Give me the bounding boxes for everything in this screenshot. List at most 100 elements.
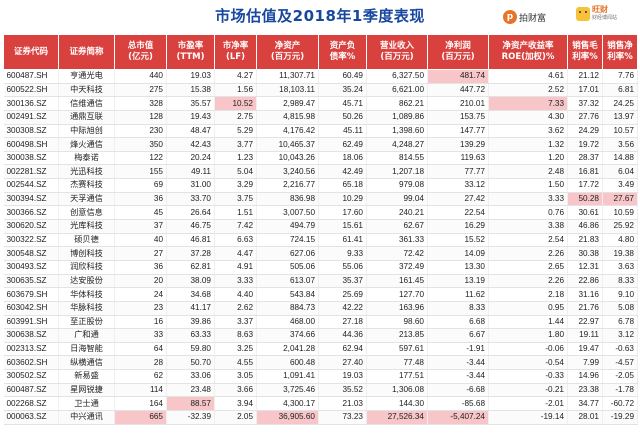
value-cell: 161.45: [366, 274, 428, 289]
value-cell: 213.85: [366, 328, 428, 343]
value-cell: 20.24: [166, 151, 215, 166]
value-cell: 155: [114, 164, 167, 180]
value-cell: 22.54: [427, 205, 489, 221]
column-header: 证券代码: [3, 34, 59, 70]
value-cell: 6.78: [602, 315, 638, 330]
wangcai-face-icon: [576, 7, 590, 21]
value-cell: 177.51: [366, 369, 428, 384]
value-cell: 35.57: [166, 96, 215, 111]
column-header-line: ROE(加权)%: [501, 52, 555, 62]
value-cell: 36: [114, 192, 167, 207]
stock-name-cell: 创意信息: [58, 205, 115, 221]
value-cell: 50.26: [318, 110, 367, 125]
value-cell: 3.66: [214, 383, 257, 398]
column-header: 净利润 (百万元): [427, 34, 489, 70]
value-cell: 1.51: [214, 205, 257, 221]
value-cell: -60.72: [602, 396, 638, 412]
value-cell: 26.64: [166, 205, 215, 221]
table-header-row: 证券代码 证券简称 总市值 (亿元) 市盈率 (TTM) 市净率 (LF) 净资产 (百万元) 资产…: [3, 34, 638, 70]
value-cell: 49.11: [166, 164, 215, 180]
stock-name-cell: 华脉科技: [58, 301, 115, 316]
value-cell: 724.15: [256, 233, 319, 248]
value-cell: 27: [114, 246, 167, 261]
table-row: 600498.SH 烽火通信 350 42.43 3.77 10,465.37 62.49 4…: [3, 137, 638, 152]
value-cell: 6.81: [602, 83, 638, 98]
value-cell: 372.49: [366, 260, 428, 275]
stock-code-cell: 002281.SZ: [3, 164, 59, 180]
value-cell: 8.33: [602, 274, 638, 289]
value-cell: 2,216.77: [256, 178, 319, 193]
value-cell: 230: [114, 124, 167, 139]
value-cell: 1.20: [488, 151, 568, 166]
value-cell: 10,043.26: [256, 151, 319, 166]
value-cell: 4,248.27: [366, 137, 428, 152]
value-cell: 1,398.60: [366, 124, 428, 139]
value-cell: 3.29: [214, 178, 257, 193]
value-cell: 62.81: [166, 260, 215, 275]
value-cell: 14.09: [427, 246, 489, 261]
value-cell: 21.76: [567, 301, 603, 316]
value-cell: 6.68: [427, 315, 489, 330]
column-header-line: 净资产: [274, 41, 301, 51]
value-cell: 11.62: [427, 287, 489, 302]
stock-code-cell: 600487.SH: [3, 69, 59, 84]
column-header: 销售毛 利率%: [567, 34, 603, 70]
value-cell: 22.97: [567, 315, 603, 330]
column-header-line: (百万元): [270, 52, 305, 62]
value-cell: 3.25: [214, 342, 257, 357]
value-cell: 34.68: [166, 287, 215, 302]
value-cell: 3,240.56: [256, 164, 319, 180]
value-cell: 2.18: [488, 287, 568, 302]
stock-code-cell: 002544.SZ: [3, 178, 59, 193]
value-cell: 18.06: [318, 151, 367, 166]
stock-code-cell: 300635.SZ: [3, 274, 59, 289]
stock-code-cell: 600498.SH: [3, 137, 59, 152]
value-cell: 38.09: [166, 274, 215, 289]
table-row: 002544.SZ 杰赛科技 69 31.00 3.29 2,216.77 65.18 979…: [3, 178, 638, 193]
value-cell: 2.75: [214, 110, 257, 125]
value-cell: 543.84: [256, 287, 319, 302]
value-cell: 88.57: [166, 396, 215, 412]
value-cell: 147.77: [427, 124, 489, 139]
value-cell: 34.77: [567, 396, 603, 412]
value-cell: 447.72: [427, 83, 489, 98]
stock-code-cell: 600522.SH: [3, 83, 59, 98]
value-cell: 1,091.41: [256, 369, 319, 384]
value-cell: 13.19: [427, 274, 489, 289]
value-cell: 24: [114, 287, 167, 302]
value-cell: 4.40: [214, 287, 257, 302]
value-cell: 2,041.28: [256, 342, 319, 357]
value-cell: 37.28: [166, 246, 215, 261]
stock-code-cell: 300366.SZ: [3, 205, 59, 221]
table-body: 600487.SH 亨通光电 440 19.03 4.27 11,307.71 60.49 6…: [3, 69, 638, 425]
column-header: 营业收入 (百万元): [366, 34, 428, 70]
value-cell: 62.94: [318, 342, 367, 357]
value-cell: 23.48: [166, 383, 215, 398]
value-cell: 4.55: [214, 355, 257, 371]
value-cell: 1.50: [488, 178, 568, 193]
column-header-line: 净资产收益率: [502, 41, 554, 51]
stock-name-cell: 华体科技: [58, 287, 115, 302]
stock-name-cell: 日海智能: [58, 342, 115, 357]
stock-name-cell: 中天科技: [58, 83, 115, 98]
value-cell: 30.61: [567, 205, 603, 221]
value-cell: 99.04: [366, 192, 428, 207]
value-cell: 27.76: [567, 110, 603, 125]
value-cell: 12.31: [567, 260, 603, 275]
value-cell: -4.57: [602, 355, 638, 371]
value-cell: 46.86: [567, 219, 603, 234]
value-cell: 114: [114, 383, 167, 398]
value-cell: 979.08: [366, 178, 428, 193]
value-cell: 6.63: [214, 233, 257, 248]
column-header-line: 证券代码: [13, 46, 48, 57]
value-cell: 481.74: [427, 69, 489, 84]
value-cell: 46.81: [166, 233, 215, 248]
stock-code-cell: 300394.SZ: [3, 192, 59, 207]
value-cell: -6.68: [427, 383, 489, 398]
value-cell: 50.70: [166, 355, 215, 371]
column-header: 总市值 (亿元): [114, 34, 167, 70]
value-cell: 42.49: [318, 164, 367, 180]
column-header: 净资产 (百万元): [256, 34, 319, 70]
value-cell: 814.55: [366, 151, 428, 166]
column-header-line: 利率%: [607, 52, 633, 62]
